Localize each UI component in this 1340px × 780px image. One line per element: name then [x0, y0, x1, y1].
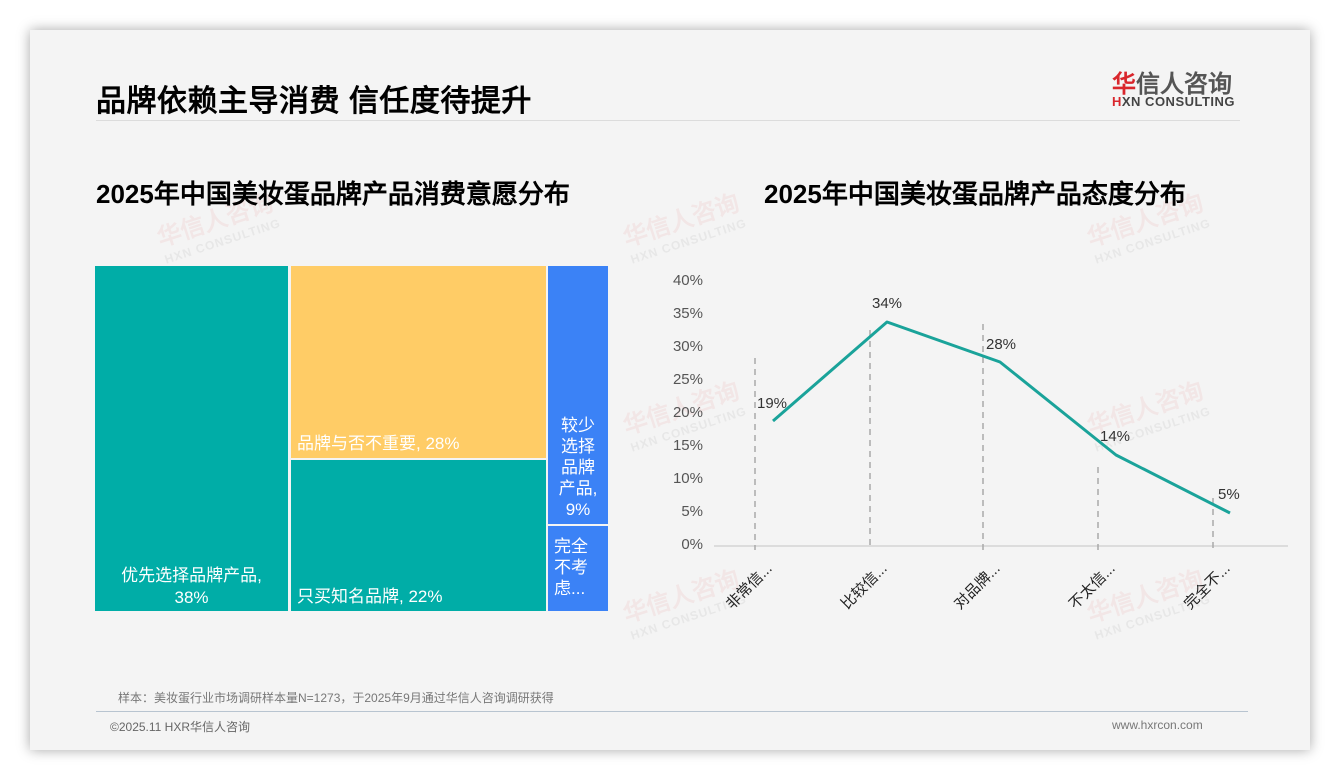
- data-label: 14%: [1100, 428, 1131, 445]
- sample-note: 样本：美妆蛋行业市场调研样本量N=1273，于2025年9月通过华信人咨询调研获…: [118, 691, 554, 705]
- page-title: 品牌依赖主导消费 信任度待提升: [96, 85, 532, 118]
- y-tick: 5%: [681, 503, 703, 520]
- cell-label: 品牌与否不重要, 28%: [297, 434, 460, 453]
- data-label: 19%: [757, 395, 788, 412]
- data-label: 28%: [986, 336, 1017, 353]
- y-tick: 15%: [672, 437, 703, 454]
- cell-label-line: 完全: [554, 537, 588, 556]
- cell-value: 9%: [565, 500, 591, 519]
- logo: 华信人咨询: [1112, 71, 1232, 98]
- series-line: [772, 320, 1231, 515]
- cell-value: 38%: [174, 588, 209, 607]
- treemap-cell-never-consider[interactable]: 完全 不考 虑...: [548, 526, 608, 611]
- treemap-cell-prefer-brand[interactable]: 优先选择品牌产品, 38%: [95, 266, 288, 611]
- line-plot-area: [714, 320, 1288, 550]
- footer-url[interactable]: www.hxrcon.com: [1112, 718, 1203, 732]
- treemap-chart: 优先选择品牌产品, 38% 品牌与否不重要, 28% 只买知名品牌, 22% 较…: [95, 266, 608, 611]
- y-tick: 30%: [672, 338, 703, 355]
- line-chart: 40% 35% 30% 25% 20% 15% 10% 5% 0% 19% 34…: [30, 30, 1310, 750]
- y-tick: 40%: [672, 272, 703, 289]
- treemap-cell-famous-only[interactable]: 只买知名品牌, 22%: [291, 460, 546, 611]
- left-chart-title: 2025年中国美妆蛋品牌产品消费意愿分布: [96, 179, 570, 209]
- right-chart-title: 2025年中国美妆蛋品牌产品态度分布: [764, 179, 1186, 209]
- cell-label-line: 选择: [561, 437, 595, 456]
- treemap-cell-rarely-brand[interactable]: 较少 选择 品牌 产品, 9%: [548, 266, 608, 524]
- data-label: 5%: [1218, 486, 1240, 503]
- cell-label-line: 不考: [554, 558, 588, 577]
- y-tick: 25%: [672, 371, 703, 388]
- y-tick: 35%: [672, 305, 703, 322]
- treemap-cell-brand-unimportant[interactable]: 品牌与否不重要, 28%: [291, 266, 546, 458]
- footer-divider: [96, 711, 1248, 712]
- cell-label-line: 产品,: [558, 479, 598, 498]
- y-tick: 10%: [672, 470, 703, 487]
- y-tick: 20%: [672, 404, 703, 421]
- footer-copyright: ©2025.11 HXR华信人咨询: [110, 720, 250, 734]
- y-tick: 0%: [681, 536, 703, 553]
- data-label: 34%: [872, 295, 903, 312]
- cell-label-line: 品牌: [561, 458, 595, 477]
- logo-subtitle: HXN CONSULTING: [1112, 94, 1236, 109]
- slide: 华信人咨询 HXN CONSULTING 华信人咨询 HXN CONSULTING …: [30, 30, 1310, 750]
- cell-label-line: 虑...: [554, 579, 586, 598]
- cell-label: 只买知名品牌, 22%: [297, 587, 443, 606]
- title-divider: [96, 120, 1240, 121]
- cell-label: 优先选择品牌产品,: [121, 566, 262, 585]
- cell-label-line: 较少: [561, 416, 595, 435]
